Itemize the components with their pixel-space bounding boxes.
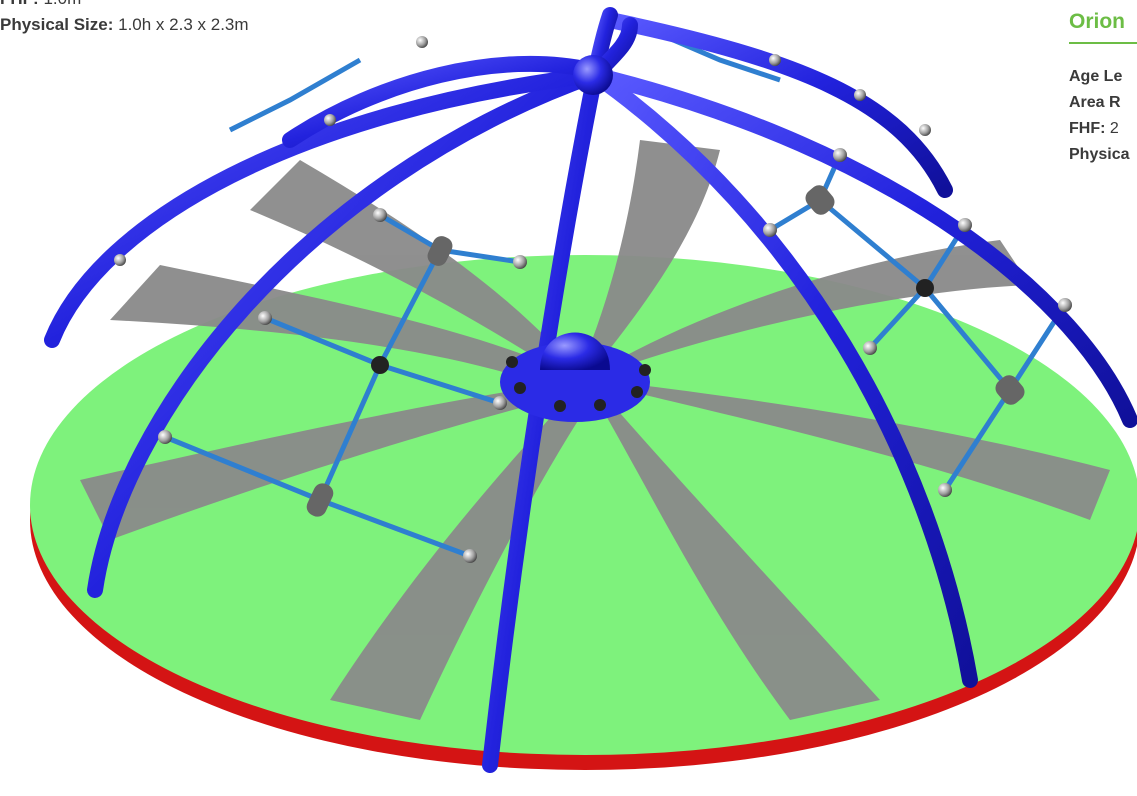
spec-line-fhf: FHF: 2 <box>1069 116 1137 142</box>
product-title: Orion <box>1069 10 1125 33</box>
spec-line-age: Age Le <box>1069 64 1137 90</box>
rope-clamps <box>114 36 1072 563</box>
rope-knots <box>306 185 1025 517</box>
fhf-value: 1.0m <box>43 0 81 8</box>
top-hub-ball <box>573 55 613 95</box>
title-divider <box>1069 42 1137 44</box>
spec-line-label: Age Le <box>1069 68 1123 85</box>
physical-size-label: Physical Size: <box>0 15 114 34</box>
spec-line-physical: Physica <box>1069 142 1137 168</box>
fhf-row: FHF: 1.0m <box>0 0 81 10</box>
center-hub <box>500 332 651 422</box>
spec-panel-right: Orion Age Le Area R FHF: 2 Physica <box>1069 10 1137 168</box>
base-mat <box>30 255 1137 770</box>
spec-line-area: Area R <box>1069 90 1137 116</box>
spec-line-label: FHF: <box>1069 120 1106 137</box>
spec-line-label: Area R <box>1069 94 1121 111</box>
fhf-label: FHF: <box>0 0 39 8</box>
spec-line-label: Physica <box>1069 146 1130 163</box>
spec-line-value: 2 <box>1109 120 1119 137</box>
physical-size-row: Physical Size: 1.0h x 2.3 x 2.3m <box>0 14 249 36</box>
physical-size-value: 1.0h x 2.3 x 2.3m <box>118 15 249 34</box>
